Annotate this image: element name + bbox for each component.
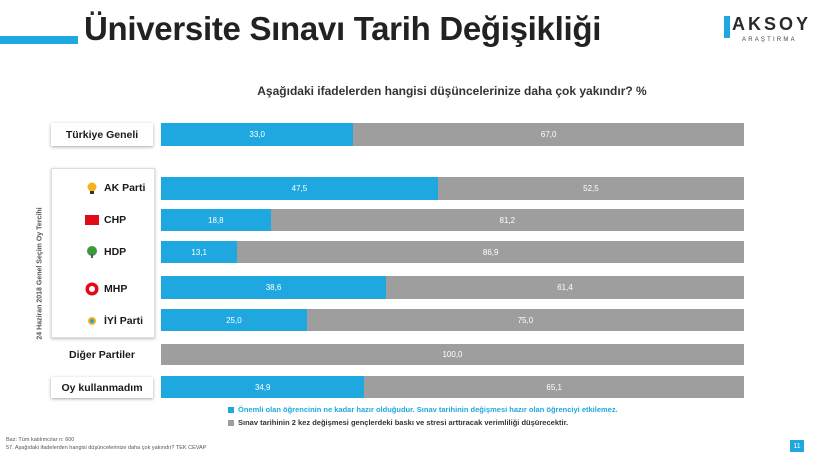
bar-segment-agree-2: 100,0 (161, 344, 744, 365)
bar-row: 25,0 75,0 (161, 309, 744, 331)
bar-segment-agree-2: 61,4 (386, 276, 744, 299)
bar-segment-agree-1: 38,6 (161, 276, 387, 299)
bar-value-label: 47,5 (291, 184, 308, 193)
bar-value-label: 61,4 (557, 283, 573, 292)
party-label-chp: CHP (84, 213, 126, 227)
bar-segment-agree-2: 81,2 (270, 209, 744, 231)
party-label-hdp: HDP (84, 245, 126, 259)
bar-segment-agree-2: 67,0 (353, 123, 744, 146)
footnote-base: Baz: Tüm katılımcılar n: 600 (6, 437, 75, 443)
legend-item-2: Sınav tarihinin 2 kez değişmesi gençlerd… (228, 418, 568, 427)
title-accent-bar (0, 36, 78, 44)
logo-subtitle: ARAŞTIRMA (742, 37, 797, 43)
vertical-axis-label: 24 Haziran 2018 Genel Seçim Oy Tercihi (36, 207, 44, 340)
legend-swatch-1 (228, 406, 234, 413)
footnote-question: 57. Aşağıdaki ifadelerden hangisi düşünc… (6, 445, 207, 451)
legend-swatch-2 (228, 419, 234, 426)
bar-value-label: 52,5 (583, 184, 599, 193)
bar-segment-agree-1: 33,0 (161, 123, 354, 146)
category-label-text: Türkiye Geneli (65, 128, 139, 141)
bar-row: 47,5 52,5 (161, 177, 744, 200)
bar-row: 100,0 (161, 344, 744, 365)
mhp-crescent-icon (85, 282, 99, 296)
logo-name: AKSOY (732, 14, 812, 34)
category-label-oy-kullanmadim: Oy kullanmadım (51, 377, 153, 398)
party-label-iyi: İYİ Parti (84, 314, 143, 328)
bar-segment-agree-2: 52,5 (437, 177, 744, 200)
bar-value-label: 13,1 (191, 247, 207, 257)
bar-segment-agree-1: 13,1 (161, 241, 238, 263)
akp-bulb-icon (87, 182, 97, 194)
bar-value-label: 65,1 (546, 382, 562, 392)
bar-value-label: 100,0 (442, 350, 463, 359)
bar-value-label: 38,6 (265, 283, 282, 292)
party-group-box (51, 168, 155, 338)
bar-segment-agree-2: 75,0 (306, 309, 744, 331)
bar-row: 13,1 86,9 (161, 241, 744, 263)
iyi-sun-icon (88, 317, 96, 325)
bar-value-label: 86,9 (482, 247, 499, 257)
category-label-turkiye-geneli: Türkiye Geneli (51, 123, 153, 146)
category-label-diger: Diğer Partiler (51, 345, 153, 365)
bar-row: 38,6 61,4 (161, 276, 744, 299)
bar-value-label: 75,0 (517, 315, 534, 325)
bar-segment-agree-2: 86,9 (237, 241, 744, 263)
bar-row: 34,9 65,1 (161, 376, 744, 398)
bar-value-label: 67,0 (540, 130, 557, 139)
bar-value-label: 34,9 (254, 382, 271, 392)
chp-flag-icon (85, 215, 99, 225)
bar-value-label: 18,8 (208, 215, 224, 225)
chart-question: Aşağıdaki ifadelerden hangisi düşünceler… (257, 84, 647, 98)
bar-value-label: 81,2 (499, 215, 516, 225)
page-number: 11 (790, 440, 804, 452)
page-title: Üniversite Sınavı Tarih Değişikliği (84, 10, 602, 47)
bar-segment-agree-1: 25,0 (161, 309, 307, 331)
hdp-tree-icon (87, 246, 97, 258)
bar-segment-agree-1: 34,9 (161, 376, 365, 398)
bar-segment-agree-1: 18,8 (161, 209, 271, 231)
party-label-mhp: MHP (84, 282, 127, 296)
bar-value-label: 33,0 (249, 130, 265, 139)
party-label-akp: AK Parti (84, 181, 145, 195)
bar-segment-agree-2: 65,1 (364, 376, 744, 398)
logo-mark-icon (724, 16, 730, 38)
bar-row: 18,8 81,2 (161, 209, 744, 231)
legend-item-1: Önemli olan öğrencinin ne kadar hazır ol… (228, 405, 618, 414)
bar-row: 33,0 67,0 (161, 123, 744, 146)
bar-value-label: 25,0 (226, 315, 242, 325)
bar-segment-agree-1: 47,5 (161, 177, 438, 200)
